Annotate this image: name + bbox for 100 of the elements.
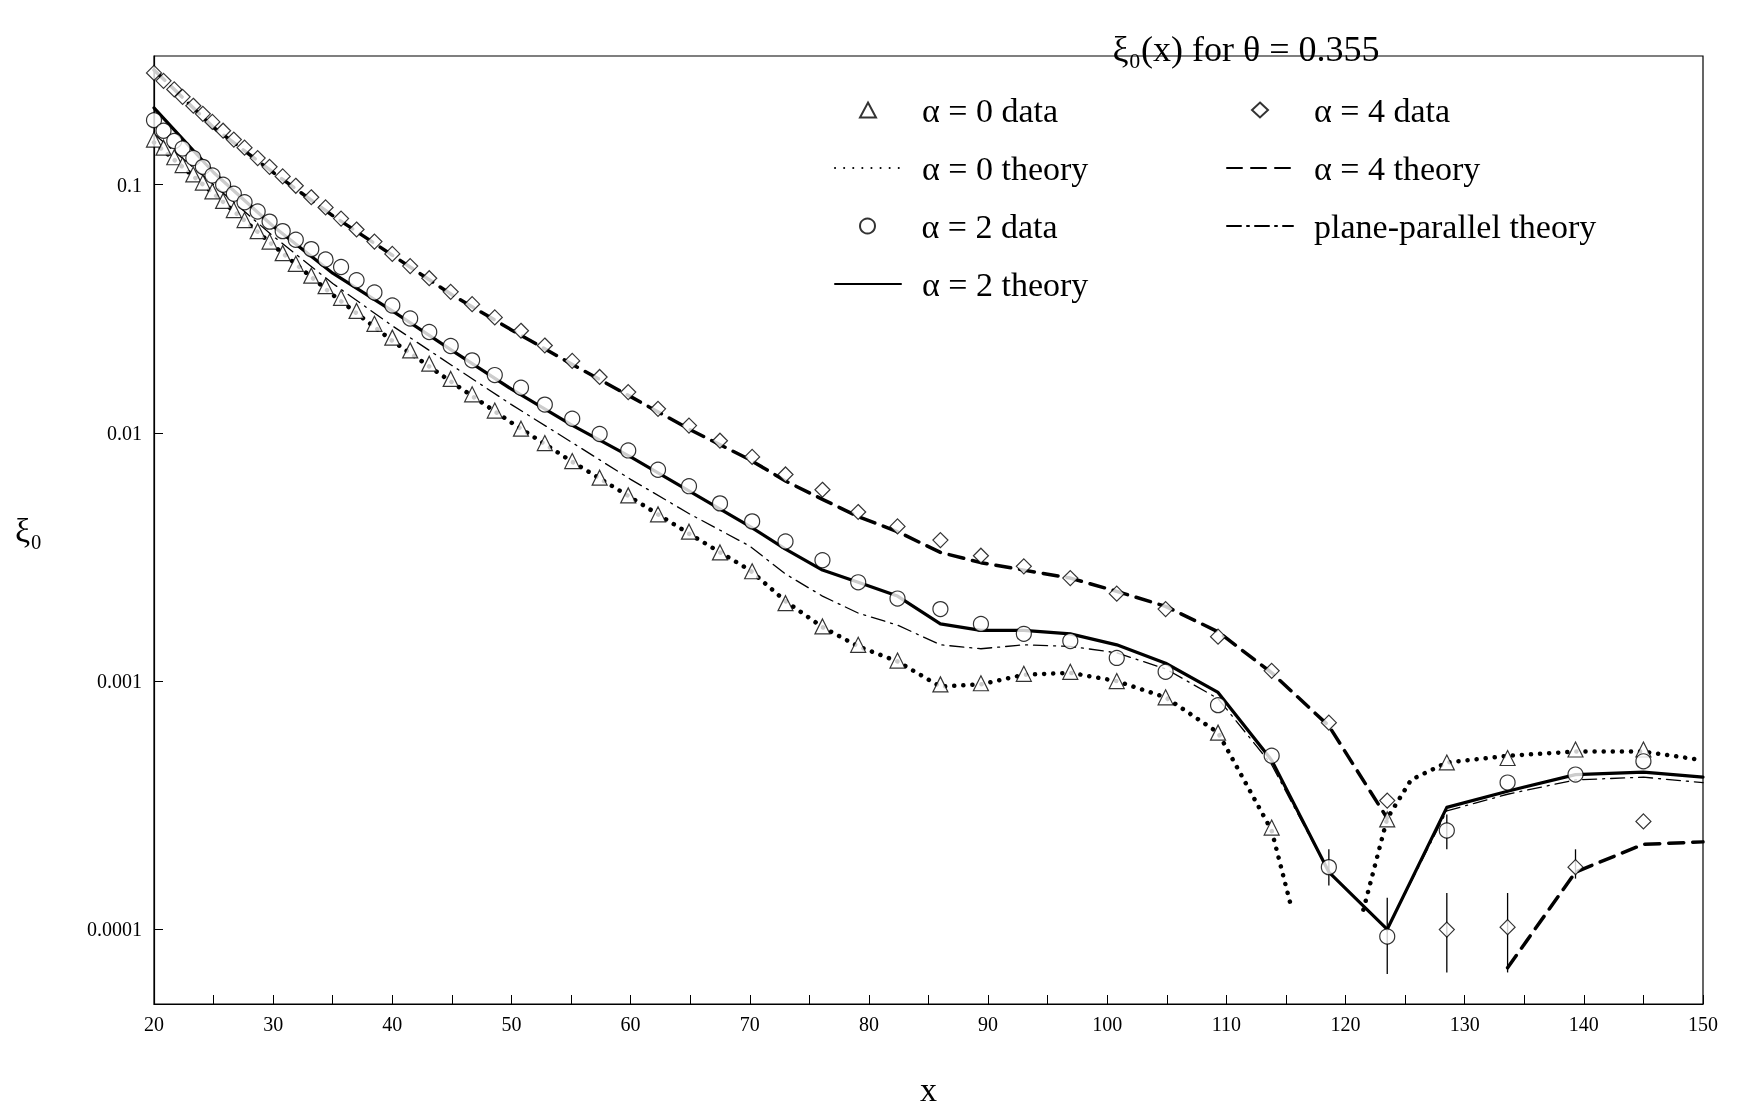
point bbox=[620, 384, 637, 401]
point bbox=[261, 158, 278, 175]
point bbox=[384, 245, 401, 263]
point bbox=[384, 297, 401, 314]
point bbox=[591, 469, 608, 486]
point bbox=[777, 595, 794, 612]
point bbox=[1108, 672, 1125, 690]
point bbox=[464, 386, 481, 403]
point bbox=[1209, 628, 1227, 645]
point bbox=[145, 112, 163, 129]
point bbox=[317, 251, 334, 268]
point bbox=[649, 506, 667, 523]
point bbox=[155, 139, 172, 156]
point bbox=[1438, 822, 1455, 839]
point bbox=[204, 113, 221, 131]
point bbox=[1015, 625, 1032, 642]
point bbox=[1108, 585, 1125, 602]
point bbox=[620, 487, 637, 504]
point bbox=[317, 199, 334, 216]
point bbox=[777, 466, 794, 483]
point bbox=[185, 97, 202, 114]
x-tick-label: 60 bbox=[620, 1013, 641, 1035]
point bbox=[215, 122, 232, 139]
point bbox=[215, 176, 232, 193]
point bbox=[1062, 569, 1079, 587]
point bbox=[287, 255, 304, 272]
point bbox=[442, 337, 459, 355]
point bbox=[1438, 754, 1455, 771]
point bbox=[486, 402, 503, 419]
point bbox=[814, 552, 831, 569]
x-tick-label: 90 bbox=[978, 1013, 999, 1035]
point bbox=[274, 223, 291, 240]
y-tick-label: 0.1 bbox=[117, 173, 142, 196]
point bbox=[145, 131, 163, 148]
point bbox=[512, 420, 530, 437]
point bbox=[536, 337, 553, 354]
point bbox=[649, 461, 667, 478]
point bbox=[850, 636, 867, 653]
y-axis-title: ξ₀ bbox=[14, 511, 42, 549]
point bbox=[174, 88, 191, 105]
point bbox=[261, 213, 278, 230]
point bbox=[215, 192, 232, 210]
point bbox=[744, 563, 761, 580]
point bbox=[249, 223, 266, 240]
point bbox=[512, 379, 530, 396]
y-tick-label: 0.001 bbox=[97, 670, 142, 693]
point bbox=[194, 174, 211, 191]
point bbox=[303, 241, 320, 258]
point bbox=[1157, 663, 1174, 680]
point bbox=[889, 590, 906, 607]
point bbox=[442, 283, 459, 300]
point bbox=[711, 544, 729, 561]
point bbox=[1062, 632, 1079, 650]
point bbox=[287, 231, 304, 248]
point bbox=[236, 194, 253, 211]
point bbox=[145, 64, 163, 82]
point bbox=[225, 202, 242, 219]
point bbox=[1567, 766, 1584, 783]
x-axis-title: x bbox=[920, 1070, 937, 1108]
point bbox=[1263, 662, 1280, 679]
x-tick-label: 50 bbox=[501, 1013, 522, 1035]
point bbox=[1157, 689, 1174, 706]
point bbox=[711, 432, 729, 449]
point bbox=[680, 523, 698, 540]
point bbox=[486, 366, 503, 384]
x-tick-label: 150 bbox=[1688, 1013, 1718, 1035]
point bbox=[591, 368, 608, 386]
point bbox=[236, 212, 253, 229]
x-tick-label: 20 bbox=[144, 1013, 164, 1035]
point bbox=[972, 675, 990, 692]
point bbox=[464, 352, 481, 369]
point bbox=[366, 284, 383, 301]
point bbox=[1108, 649, 1125, 666]
point bbox=[249, 203, 266, 220]
point bbox=[1209, 724, 1227, 741]
point bbox=[174, 156, 191, 174]
point bbox=[564, 452, 581, 470]
point bbox=[303, 267, 320, 284]
point bbox=[204, 183, 221, 200]
point bbox=[442, 370, 459, 388]
point bbox=[332, 258, 350, 276]
point bbox=[194, 105, 211, 122]
point bbox=[932, 601, 949, 618]
point bbox=[348, 272, 365, 289]
x-tick-label: 80 bbox=[858, 1013, 879, 1035]
point bbox=[1379, 811, 1396, 828]
legend-label: α = 4 data bbox=[1314, 91, 1451, 129]
point bbox=[1438, 921, 1455, 938]
point bbox=[850, 574, 867, 591]
point bbox=[1567, 859, 1584, 876]
point bbox=[261, 233, 278, 250]
point bbox=[1635, 753, 1652, 770]
point bbox=[1209, 697, 1227, 714]
point bbox=[366, 233, 383, 250]
legend-label: α = 2 theory bbox=[922, 265, 1089, 303]
point bbox=[287, 177, 304, 194]
y-tick-label: 0.01 bbox=[107, 421, 142, 444]
point bbox=[680, 417, 698, 434]
point bbox=[225, 185, 242, 202]
x-tick-label: 110 bbox=[1211, 1013, 1242, 1035]
